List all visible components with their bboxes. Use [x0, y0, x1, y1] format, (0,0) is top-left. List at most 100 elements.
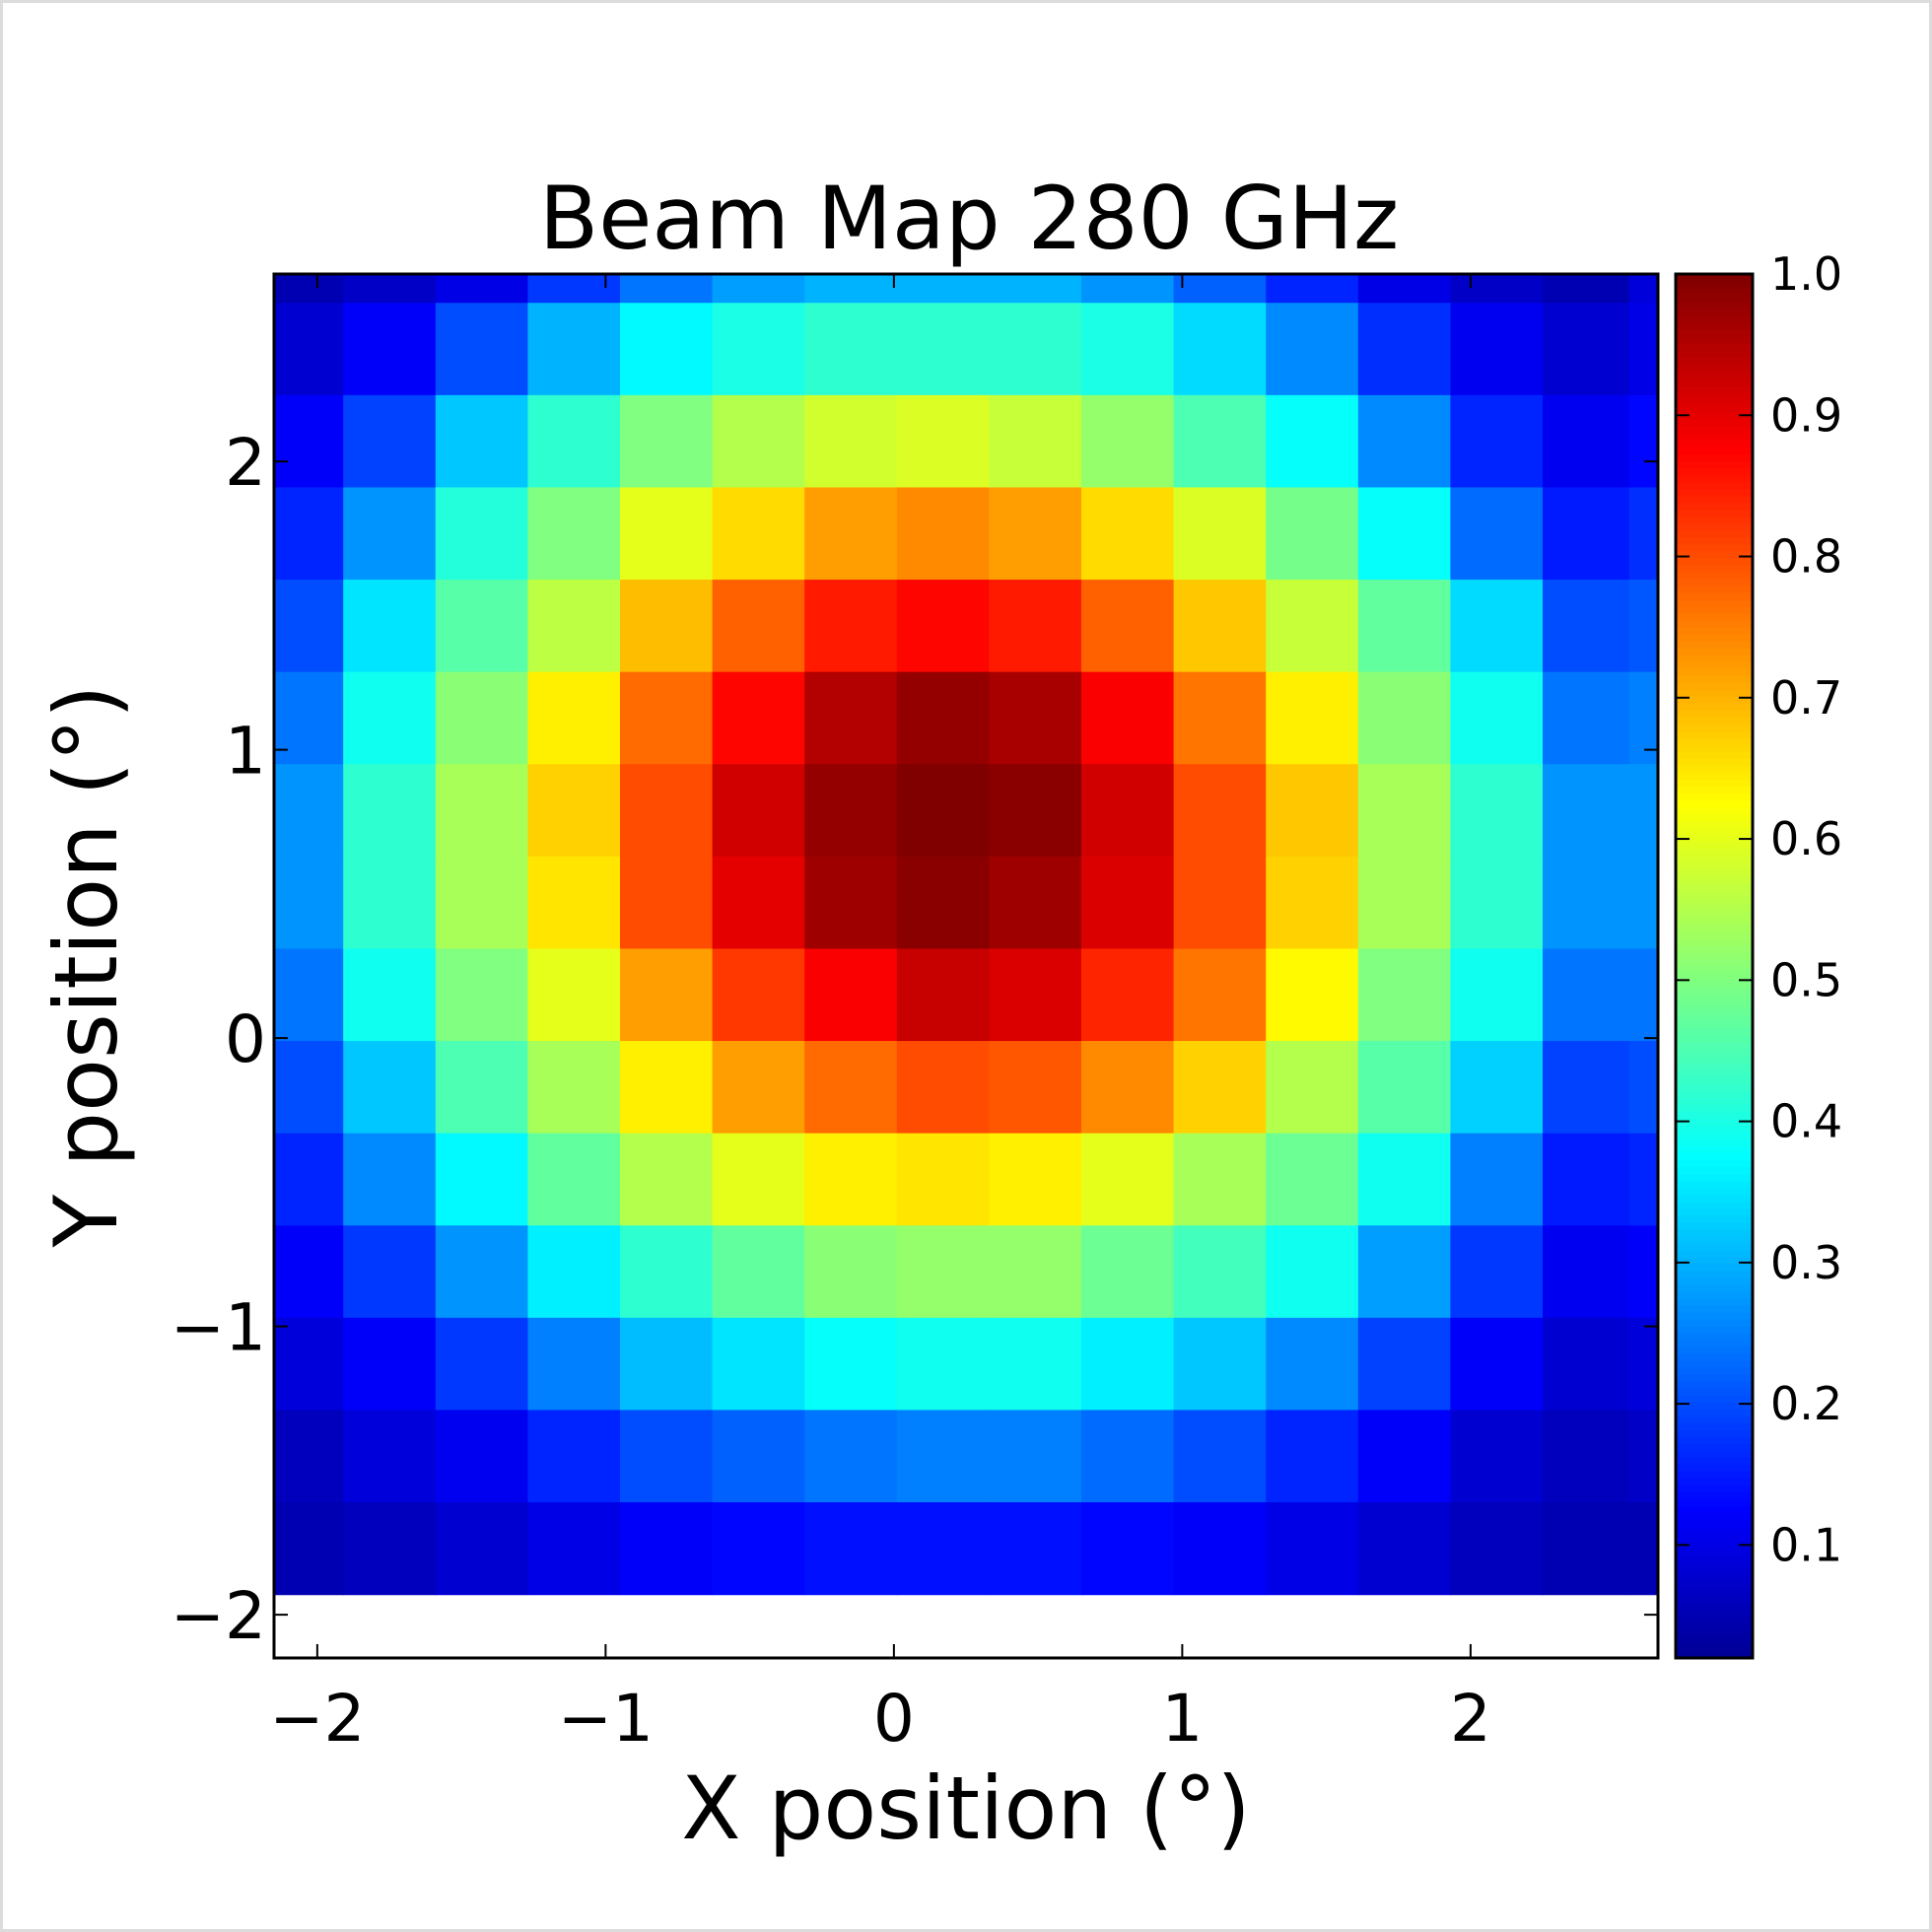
colorbar-band: [1676, 931, 1753, 939]
heatmap-cell: [1450, 580, 1544, 673]
colorbar-band: [1676, 281, 1753, 289]
colorbar-band: [1676, 1201, 1753, 1209]
colorbar-band: [1676, 522, 1753, 531]
heatmap-cell: [343, 1133, 437, 1226]
heatmap-cell: [1543, 580, 1630, 673]
colorbar-band: [1676, 322, 1753, 330]
colorbar-band: [1676, 937, 1753, 946]
colorbar-band: [1676, 419, 1753, 428]
colorbar-band: [1676, 875, 1753, 884]
colorbar-band: [1676, 1415, 1753, 1423]
heatmap-cell: [274, 274, 344, 304]
heatmap-cell: [274, 487, 344, 581]
colorbar-band: [1676, 1187, 1753, 1196]
colorbar-band: [1676, 1567, 1753, 1576]
colorbar-tick-label: 0.4: [1770, 1095, 1842, 1148]
colorbar-band: [1676, 1588, 1753, 1597]
heatmap-cell: [343, 671, 437, 765]
colorbar-band: [1676, 1422, 1753, 1430]
heatmap-cell: [435, 1041, 528, 1135]
colorbar-band: [1676, 703, 1753, 711]
heatmap-cell: [435, 1133, 528, 1226]
colorbar-band: [1676, 1395, 1753, 1403]
heatmap-cell: [527, 394, 621, 489]
heatmap-cell: [989, 1225, 1082, 1319]
heatmap-cell: [712, 1502, 805, 1596]
colorbar-band: [1676, 924, 1753, 932]
heatmap-cell: [1266, 671, 1359, 765]
heatmap-cell: [527, 671, 621, 765]
y-axis-label: Y position (°): [35, 685, 137, 1249]
colorbar-band: [1676, 391, 1753, 399]
heatmap-cell: [712, 274, 805, 304]
colorbar-band: [1676, 917, 1753, 926]
heatmap-cell: [1628, 1317, 1659, 1412]
colorbar-band: [1676, 1478, 1753, 1486]
colorbar-band: [1676, 1056, 1753, 1064]
heatmap-cell: [1628, 764, 1659, 858]
colorbar-band: [1676, 1595, 1753, 1604]
heatmap-cell: [343, 948, 437, 1042]
colorbar-band: [1676, 1402, 1753, 1410]
heatmap-cell: [712, 1041, 805, 1135]
heatmap-cell: [804, 856, 898, 950]
colorbar-band: [1676, 1076, 1753, 1084]
colorbar-band: [1676, 1028, 1753, 1036]
heatmap-cell: [1081, 580, 1175, 673]
y-tick-label: −1: [171, 1290, 266, 1366]
colorbar-band: [1676, 786, 1753, 794]
heatmap-cell: [343, 856, 437, 950]
heatmap-cell: [527, 948, 621, 1042]
heatmap-cell: [343, 1502, 437, 1596]
colorbar-band: [1676, 668, 1753, 676]
colorbar-band: [1676, 1090, 1753, 1098]
heatmap-cell: [989, 1317, 1082, 1412]
y-tick-label: 0: [225, 1001, 266, 1077]
heatmap-cell: [896, 764, 990, 858]
x-tick-label: 2: [1450, 1681, 1491, 1757]
colorbar-band: [1676, 1471, 1753, 1480]
colorbar-band: [1676, 758, 1753, 767]
colorbar-band: [1676, 620, 1753, 628]
colorbar-band: [1676, 371, 1753, 379]
heatmap-cell: [1266, 487, 1359, 581]
heatmap-cell: [1173, 580, 1267, 673]
colorbar-band: [1676, 903, 1753, 912]
heatmap-cell: [1450, 487, 1544, 581]
colorbar-band: [1676, 1574, 1753, 1583]
heatmap-cell: [1628, 856, 1659, 950]
heatmap-cell: [896, 580, 990, 673]
colorbar-band: [1676, 1609, 1753, 1618]
heatmap-cell: [989, 856, 1082, 950]
colorbar-band: [1676, 882, 1753, 891]
heatmap-cell: [1357, 303, 1451, 396]
heatmap-cell: [896, 1041, 990, 1135]
colorbar-band: [1676, 1360, 1753, 1368]
colorbar-tick-label: 0.8: [1770, 530, 1842, 584]
heatmap-cell: [1081, 1041, 1175, 1135]
colorbar-tick-label: 1.0: [1770, 247, 1842, 301]
colorbar-band: [1676, 958, 1753, 967]
colorbar-band: [1676, 1063, 1753, 1070]
heatmap-cell: [274, 1317, 344, 1412]
heatmap-cell: [1543, 1410, 1630, 1503]
colorbar-frame: [1674, 272, 1755, 1660]
heatmap-cell: [1450, 671, 1544, 765]
colorbar-band: [1676, 987, 1753, 995]
heatmap-cell: [1543, 1225, 1630, 1319]
colorbar: 0.1 0.2 0.3 0.4 0.5 0.6 0.7 0.8 0.9 1.0: [1674, 247, 1842, 1660]
colorbar-band: [1676, 1276, 1753, 1285]
colorbar-tick-label: 0.2: [1770, 1377, 1842, 1430]
heatmap-cell: [620, 303, 714, 396]
heatmap-cell: [712, 764, 805, 858]
heatmap-cell: [1543, 274, 1630, 304]
heatmap-cell: [435, 1225, 528, 1319]
heatmap-cell: [896, 487, 990, 581]
heatmap-cell: [1173, 1410, 1267, 1503]
heatmap-cell: [896, 303, 990, 396]
heatmap-cell: [435, 1410, 528, 1503]
heatmap-cell: [1543, 1133, 1630, 1226]
colorbar-band: [1676, 896, 1753, 905]
heatmap-cell: [620, 274, 714, 304]
colorbar-band: [1676, 1443, 1753, 1451]
